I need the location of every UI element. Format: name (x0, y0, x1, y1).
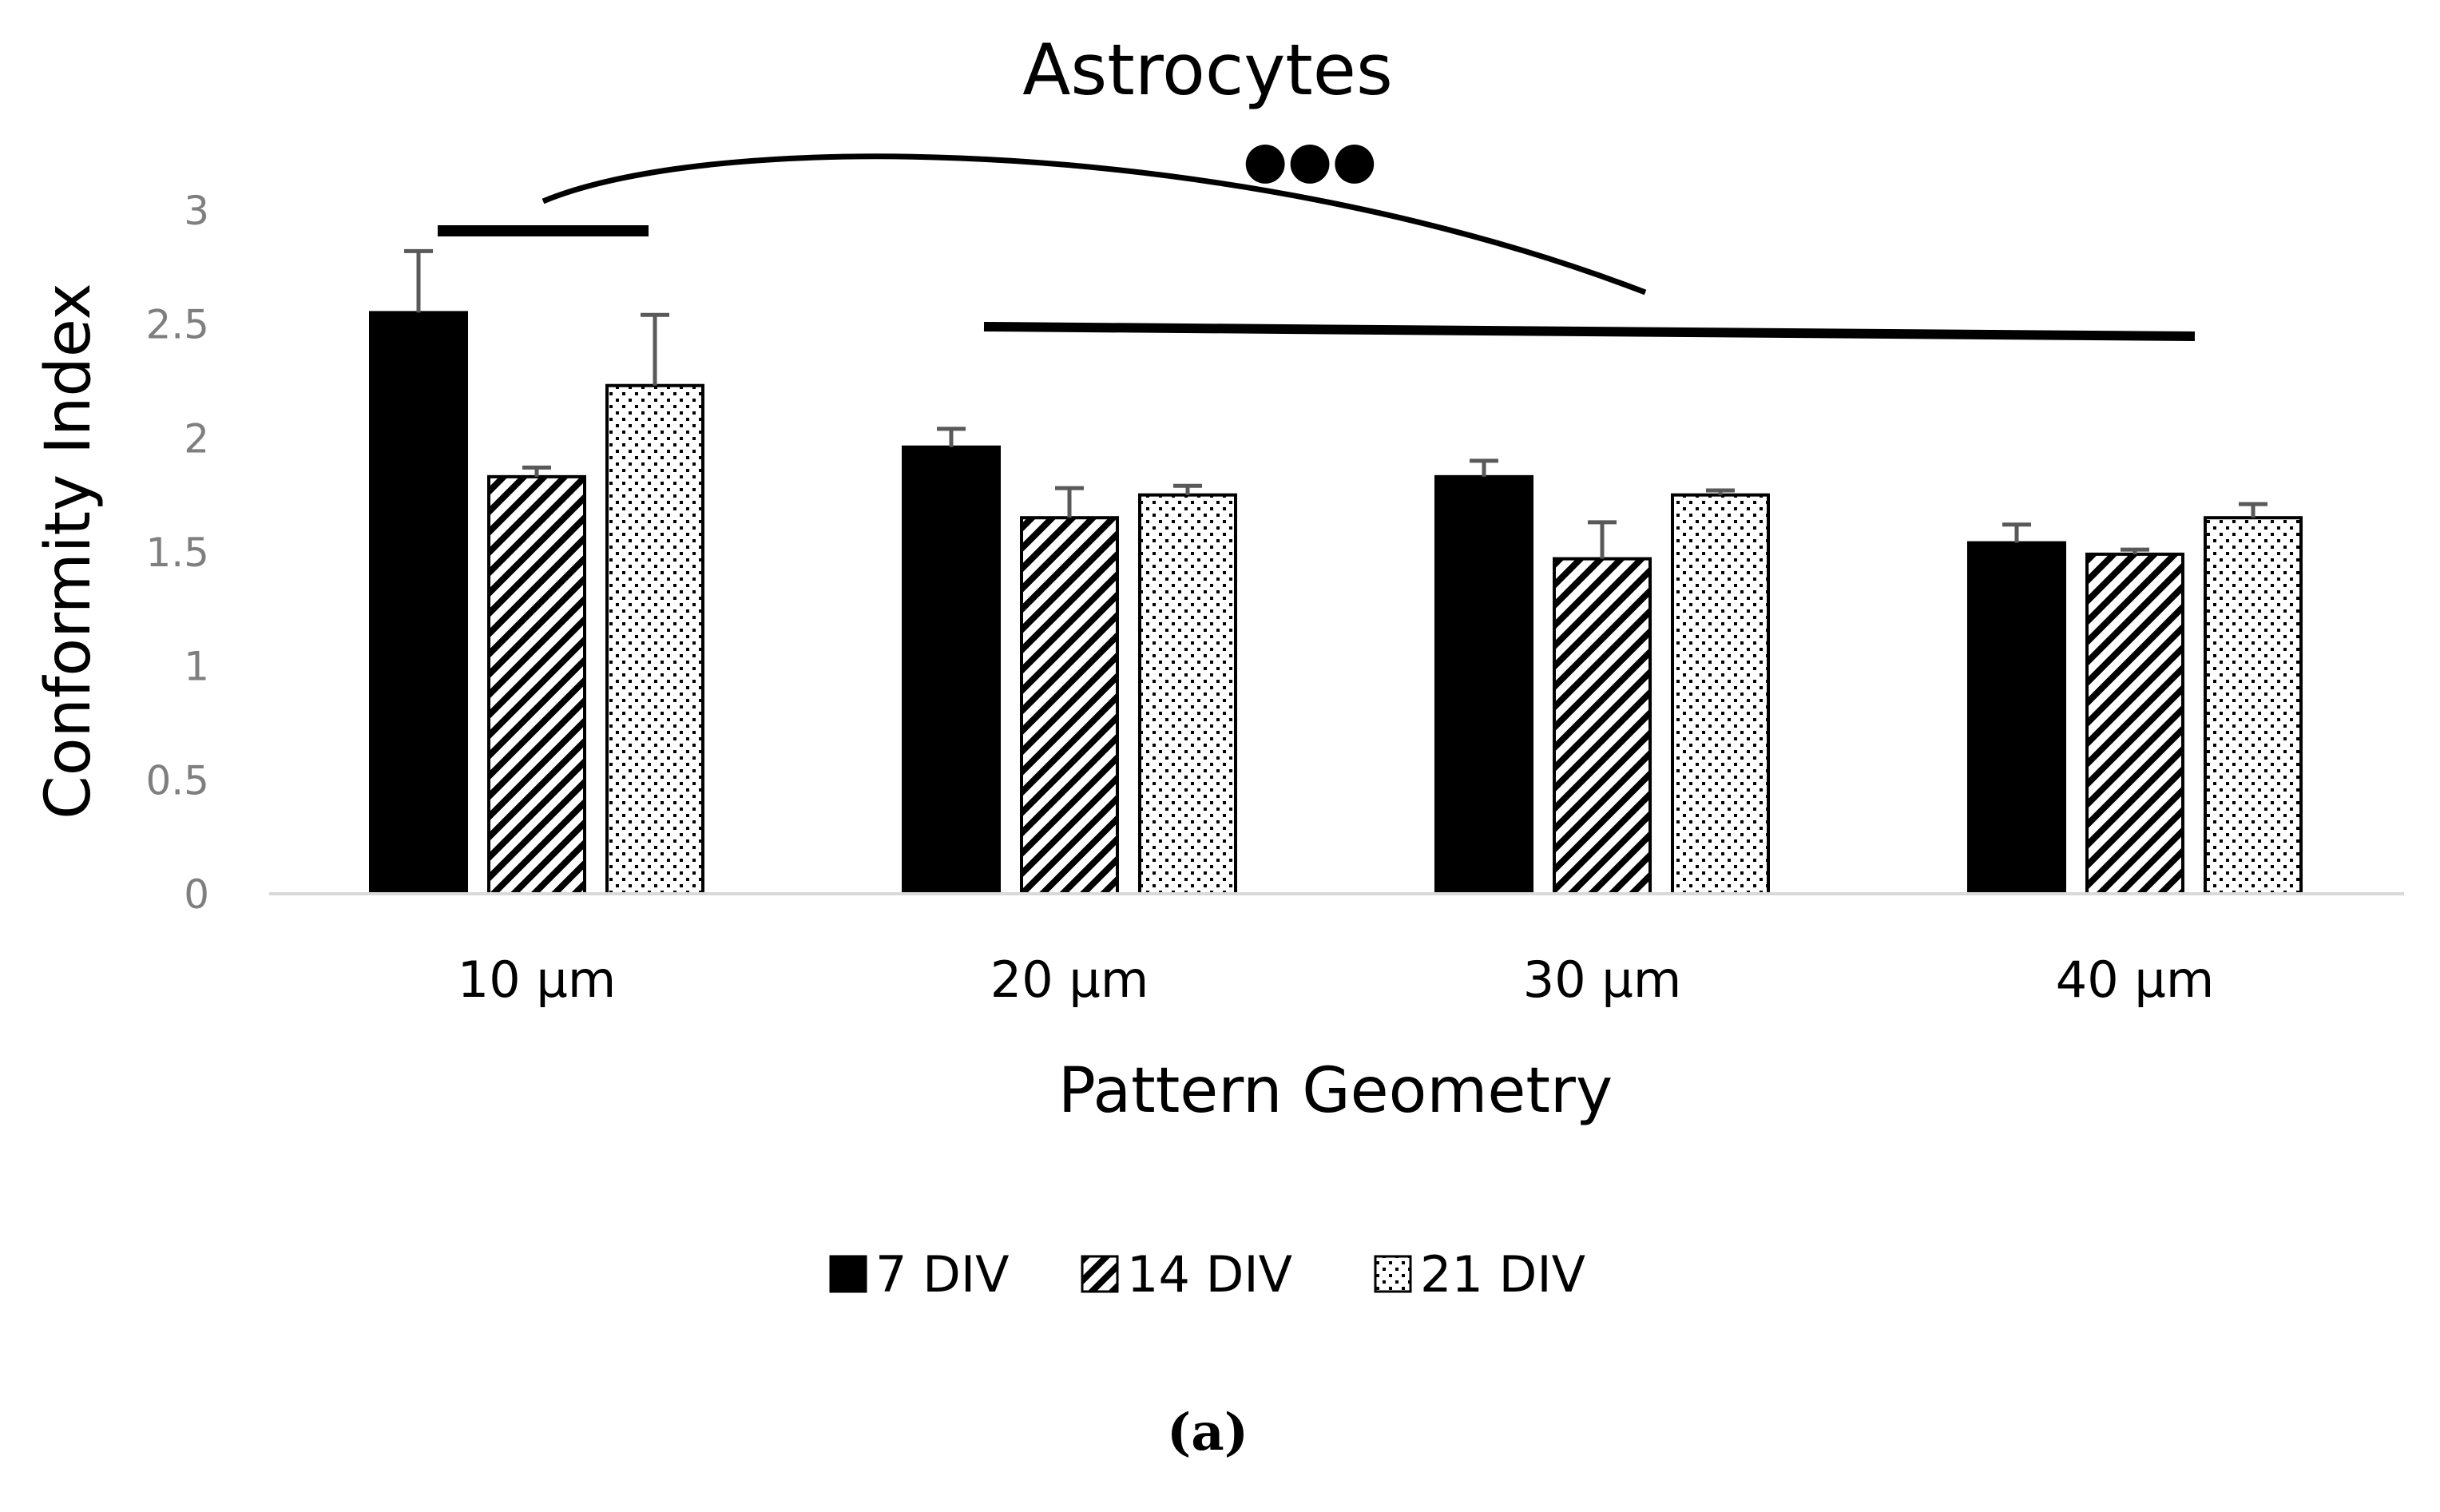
bar-7-div (1967, 541, 2066, 895)
significance-bar-20-40um (983, 322, 2196, 341)
y-tick-label: 0.5 (145, 757, 209, 804)
legend-swatch (1374, 1255, 1412, 1293)
significance-marker: ●●● (1243, 131, 1377, 190)
y-tick-label: 1 (184, 644, 209, 690)
chart-title: Astrocytes (1022, 29, 1393, 111)
significance-arc (542, 153, 1647, 296)
y-tick-label: 1.5 (145, 530, 209, 576)
bars (369, 248, 2303, 896)
x-axis-categories: 10 µm 20 µm 30 µm 40 µm (458, 950, 2214, 1009)
x-axis-title: Pattern Geometry (1058, 1055, 1613, 1127)
x-category-label: 20 µm (990, 950, 1149, 1009)
legend-swatch (1081, 1255, 1119, 1293)
y-tick-label: 2.5 (145, 302, 209, 348)
x-category-label: 40 µm (2056, 950, 2214, 1009)
legend-swatch (829, 1255, 867, 1293)
y-tick-label: 2 (184, 415, 209, 462)
bar-21-div (2204, 516, 2303, 895)
bar-21-div (605, 383, 704, 895)
bar-21-div (1671, 493, 1770, 896)
bar-7-div (1434, 474, 1533, 895)
y-tick-label: 0 (184, 871, 209, 918)
legend-label: 7 DIV (875, 1245, 1010, 1304)
bar-14-div (1020, 516, 1119, 895)
y-axis-ticks: 0 0.5 1 1.5 2 2.5 3 (145, 188, 209, 918)
bar-14-div (1553, 557, 1652, 895)
legend-label: 14 DIV (1127, 1245, 1292, 1304)
x-category-label: 10 µm (458, 950, 616, 1009)
x-category-label: 30 µm (1523, 950, 1681, 1009)
bar-7-div (902, 445, 1001, 895)
panel-label: (a) (1167, 1403, 1248, 1462)
bar-7-div (369, 311, 468, 895)
bar-21-div (1138, 493, 1237, 896)
legend: 7 DIV 14 DIV 21 DIV (829, 1245, 1585, 1304)
bar-14-div (487, 474, 586, 895)
legend-label: 21 DIV (1420, 1245, 1585, 1304)
y-tick-label: 3 (184, 188, 209, 234)
bar-14-div (2085, 552, 2184, 895)
y-axis-title: Conformity Index (33, 283, 105, 819)
